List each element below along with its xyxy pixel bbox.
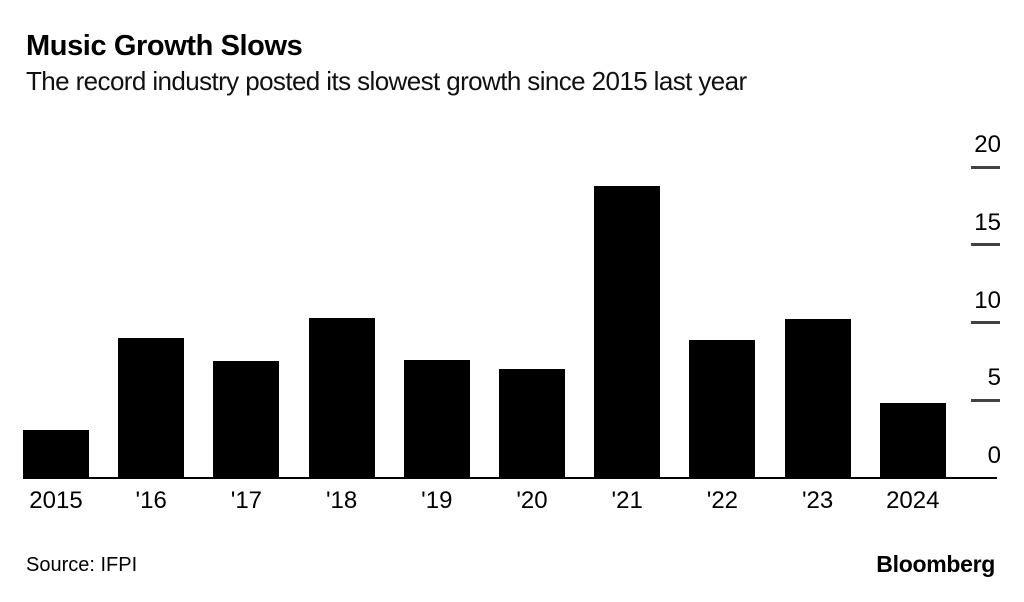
bar-19 [403,359,470,478]
bar-20 [499,369,565,478]
x-label-2015: 2015 [29,487,83,514]
y-tick-15 [971,243,1000,247]
x-axis-line [23,477,997,479]
x-label-21: '21 [611,487,643,514]
x-label-22: '22 [706,487,739,514]
bar-2015 [23,429,89,478]
chart-subtitle: The record industry posted its slowest g… [26,66,747,96]
x-label-23: '23 [801,487,834,514]
y-label-5: 5 [987,364,1001,392]
y-label-20: 20 [974,131,1001,158]
bar-18 [308,317,375,478]
y-label-15: 15 [974,208,1001,236]
bar-21 [594,185,661,478]
bar-2024 [879,403,946,478]
bar-22 [689,339,756,478]
bar-chart: 2015 '16 '17 '18 '19 '20 '21 '22 '23 2024 0 5 10 15 20 [23,131,1001,514]
x-label-2024: 2024 [886,487,940,514]
y-tick-5 [971,398,1000,402]
y-tick-20 [971,165,1000,169]
bar-17 [213,361,280,478]
x-label-16: '16 [135,487,167,514]
x-label-20: '20 [516,487,548,514]
source-note: Source: IFPI [26,554,138,576]
bar-16 [118,338,185,478]
bloomberg-logo: Bloomberg [876,551,995,577]
y-label-10: 10 [974,286,1001,314]
x-label-18: '18 [325,487,358,514]
x-label-19: '19 [421,487,453,514]
y-tick-10 [971,321,1000,324]
chart-title: Music Growth Slows [26,30,303,62]
x-label-17: '17 [230,487,263,514]
y-label-0: 0 [987,442,1001,469]
bar-23 [784,319,851,478]
